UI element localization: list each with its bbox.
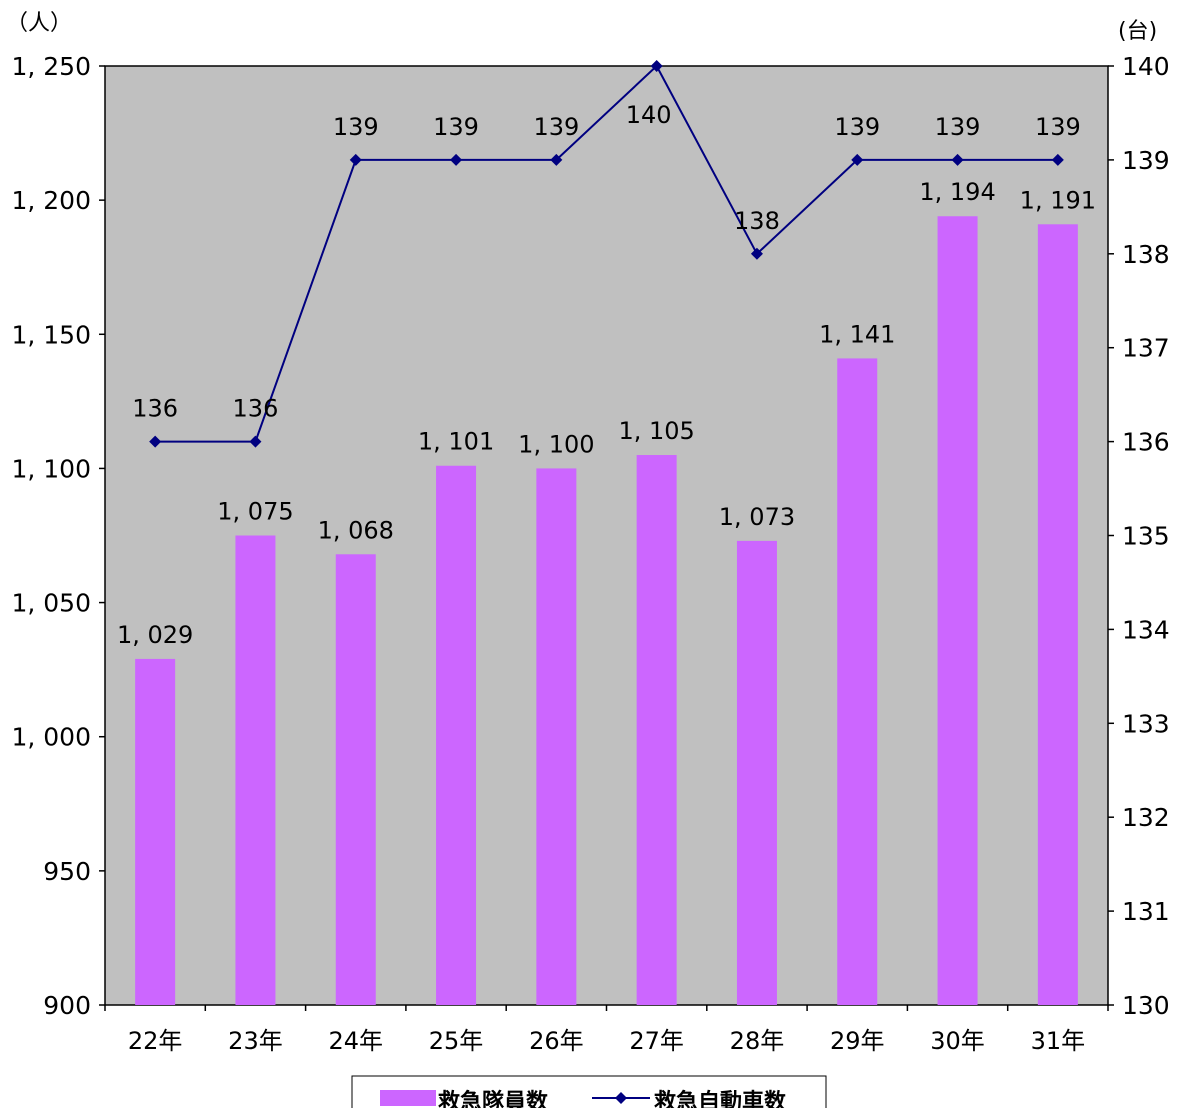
bar-data-label: 1, 073 — [719, 503, 795, 531]
x-axis-tick-label: 31年 — [1031, 1027, 1086, 1055]
right-axis-tick-label: 133 — [1122, 709, 1170, 738]
right-axis-tick-label: 132 — [1122, 803, 1170, 832]
line-point-marker — [149, 435, 162, 448]
x-axis-tick-label: 26年 — [529, 1027, 584, 1055]
legend-line-label: 救急自動車数 — [654, 1089, 787, 1108]
bar-data-label: 1, 101 — [418, 428, 494, 456]
line-data-label: 138 — [734, 207, 780, 235]
bar-data-label: 1, 068 — [318, 516, 394, 544]
x-axis-tick-label: 22年 — [128, 1027, 183, 1055]
line-point-marker — [650, 60, 663, 72]
line-point-marker — [750, 247, 763, 260]
line-data-label: 140 — [626, 101, 672, 129]
line-point-marker — [951, 153, 964, 166]
x-axis-tick-label: 25年 — [429, 1027, 484, 1055]
x-axis-tick-label: 24年 — [328, 1027, 383, 1055]
right-axis-tick-label: 136 — [1122, 428, 1170, 457]
right-axis-tick-label: 130 — [1122, 991, 1170, 1020]
bar-data-label: 1, 105 — [618, 417, 694, 445]
line-data-label: 139 — [333, 113, 379, 141]
left-axis-tick-label: 1, 250 — [11, 52, 91, 81]
line-data-label: 139 — [533, 113, 579, 141]
bar — [736, 540, 777, 1005]
line-point-marker — [450, 153, 463, 166]
bar — [135, 658, 176, 1005]
x-axis-tick-label: 28年 — [730, 1027, 785, 1055]
right-axis-tick-label: 138 — [1122, 240, 1170, 269]
bar — [937, 216, 978, 1006]
x-axis-tick-label: 27年 — [629, 1027, 684, 1055]
left-axis-tick-label: 1, 150 — [11, 320, 91, 349]
bar — [536, 468, 577, 1005]
bar — [1037, 224, 1078, 1005]
x-axis-tick-label: 30年 — [930, 1027, 985, 1055]
right-axis-tick-label: 131 — [1122, 897, 1170, 926]
bar-data-label: 1, 075 — [217, 498, 293, 526]
legend-bar-label: 救急隊員数 — [438, 1089, 549, 1108]
line-data-label: 139 — [1035, 113, 1081, 141]
line-data-label: 139 — [935, 113, 981, 141]
right-axis-tick-label: 139 — [1122, 146, 1170, 175]
line-data-label: 136 — [132, 395, 178, 423]
line-series-path — [155, 64, 1058, 443]
x-axis-tick-label: 29年 — [830, 1027, 885, 1055]
left-axis-tick-label: 900 — [43, 991, 91, 1020]
bar-data-label: 1, 191 — [1020, 186, 1096, 214]
right-axis-tick-label: 137 — [1122, 334, 1170, 363]
line-point-marker — [851, 153, 864, 166]
bar — [335, 554, 376, 1005]
bar-data-label: 1, 141 — [819, 320, 895, 348]
line-point-marker — [349, 153, 362, 166]
legend-line-marker — [615, 1092, 627, 1104]
bar — [636, 455, 677, 1005]
bar-data-label: 1, 100 — [518, 430, 594, 458]
line-data-label: 139 — [433, 113, 479, 141]
left-axis-tick-label: 1, 200 — [11, 186, 91, 215]
line-point-marker — [1051, 153, 1064, 166]
line-point-marker — [550, 153, 563, 166]
bar — [436, 465, 477, 1005]
right-axis-unit: (台) — [1118, 19, 1157, 44]
bar — [235, 535, 276, 1005]
legend-bar-swatch — [380, 1090, 436, 1106]
line-point-marker — [249, 435, 262, 448]
bar-data-label: 1, 194 — [919, 178, 995, 206]
line-data-label: 139 — [834, 113, 880, 141]
right-axis-tick-label: 135 — [1122, 522, 1170, 551]
left-axis-tick-label: 1, 100 — [11, 454, 91, 483]
left-axis-tick-label: 1, 000 — [11, 723, 91, 752]
bar-data-label: 1, 029 — [117, 621, 193, 649]
line-data-label: 136 — [233, 395, 279, 423]
left-axis-tick-label: 950 — [43, 857, 91, 886]
left-axis-tick-label: 1, 050 — [11, 589, 91, 618]
bar — [837, 358, 878, 1006]
x-axis-tick-label: 23年 — [228, 1027, 283, 1055]
left-axis-unit: （人） — [6, 11, 72, 36]
right-axis-tick-label: 134 — [1122, 615, 1170, 644]
right-axis-tick-label: 140 — [1122, 52, 1170, 81]
